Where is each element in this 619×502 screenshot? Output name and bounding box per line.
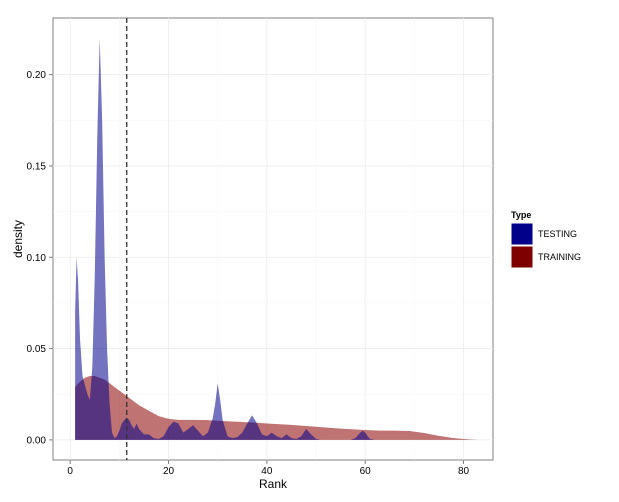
y-tick-label: 0.00 (27, 435, 47, 446)
legend-swatch-training (510, 245, 534, 269)
legend: Type TESTING TRAINING (510, 210, 581, 269)
legend-label-testing: TESTING (538, 229, 577, 239)
density-area-testing (75, 38, 376, 440)
y-tick-label: 0.05 (27, 344, 47, 355)
x-tick-label: 20 (163, 466, 175, 477)
x-tick-label: 40 (261, 466, 273, 477)
density-areas (75, 38, 479, 440)
y-axis-title: density (11, 220, 25, 258)
legend-label-training: TRAINING (538, 252, 581, 262)
legend-swatch-testing (510, 222, 534, 246)
y-tick-label: 0.10 (27, 253, 47, 264)
x-axis-ticks: 0 20 40 60 80 (67, 460, 470, 477)
x-tick-label: 0 (67, 466, 73, 477)
legend-title: Type (511, 210, 531, 220)
x-tick-label: 80 (458, 466, 470, 477)
x-tick-label: 60 (360, 466, 372, 477)
y-tick-label: 0.15 (27, 161, 47, 172)
x-axis-title: Rank (259, 477, 288, 491)
y-axis-ticks: 0.00 0.05 0.10 0.15 0.20 (27, 70, 53, 446)
y-tick-label: 0.20 (27, 70, 47, 81)
